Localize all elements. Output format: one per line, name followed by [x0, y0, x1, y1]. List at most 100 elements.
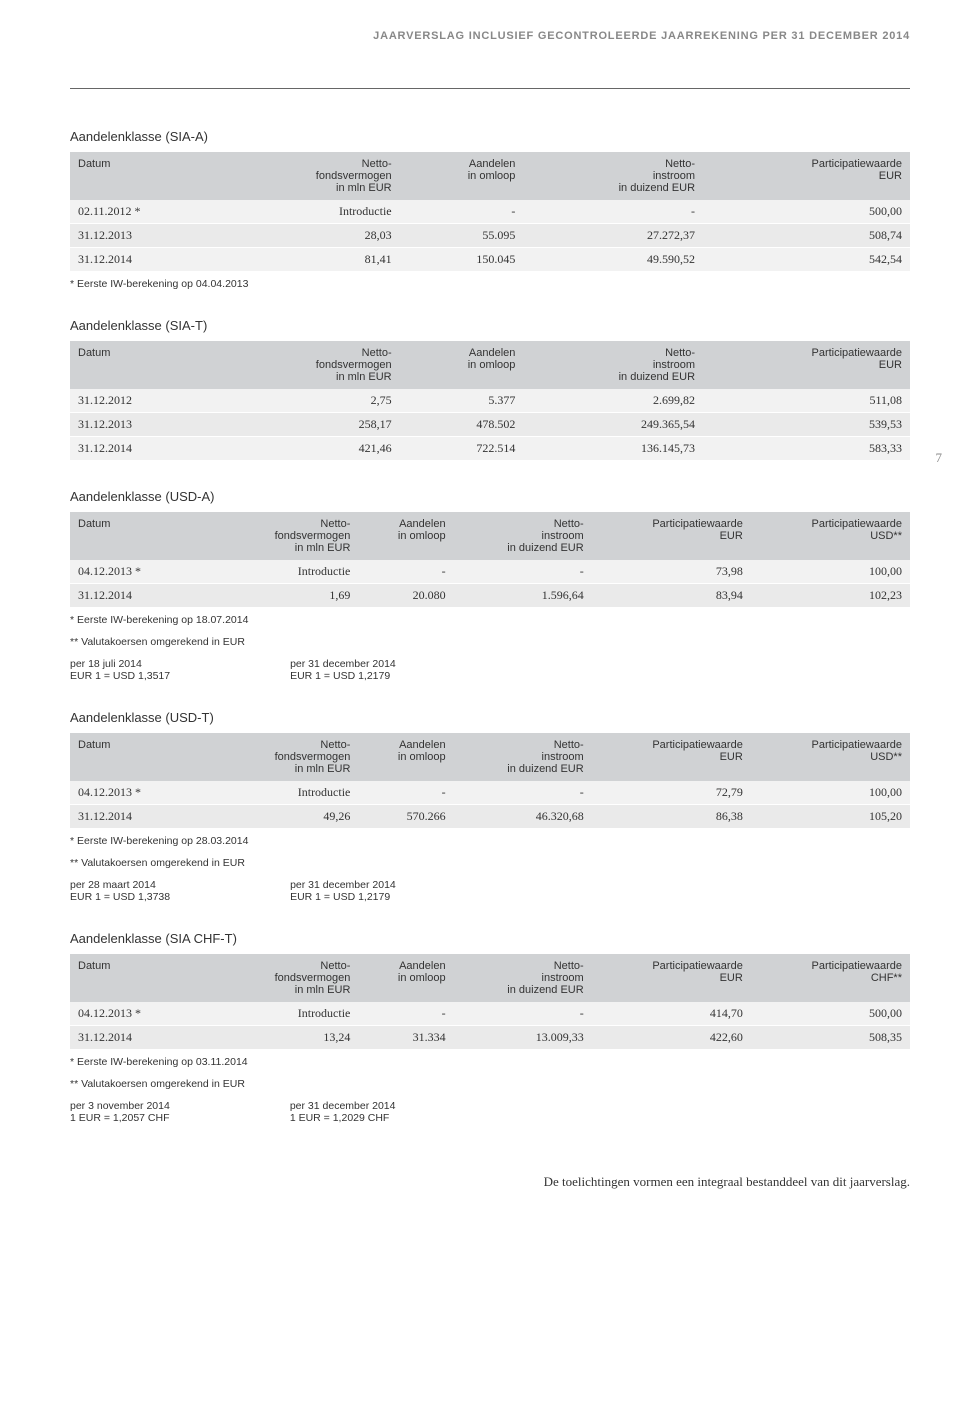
cell: Introductie	[221, 781, 358, 805]
section-title: Aandelenklasse (USD-T)	[70, 710, 910, 725]
rate-col: per 31 december 20141 EUR = 1,2029 CHF	[290, 1100, 396, 1124]
cell: 31.12.2013	[70, 413, 221, 437]
cell: 500,00	[751, 1002, 910, 1026]
cell: 49.590,52	[523, 248, 703, 272]
footnote: * Eerste IW-berekening op 04.04.2013	[70, 278, 910, 290]
footnote-valuta: ** Valutakoersen omgerekend in EUR	[70, 636, 910, 648]
cell: 31.12.2014	[70, 805, 221, 829]
col-pw-eur: ParticipatiewaardeEUR	[703, 152, 910, 200]
cell: 5.377	[400, 389, 524, 413]
cell: 31.12.2013	[70, 224, 221, 248]
table-row: 04.12.2013 *Introductie--414,70500,00	[70, 1002, 910, 1026]
table-row: 02.11.2012 *Introductie--500,00	[70, 200, 910, 224]
cell: 31.12.2014	[70, 1026, 221, 1050]
section-title: Aandelenklasse (SIA-A)	[70, 129, 910, 144]
col-nav: Netto-fondsvermogenin mln EUR	[221, 512, 358, 560]
cell: 2.699,82	[523, 389, 703, 413]
col-pw-eur: ParticipatiewaardeEUR	[592, 512, 751, 560]
section-title: Aandelenklasse (USD-A)	[70, 489, 910, 504]
cell: 04.12.2013 *	[70, 781, 221, 805]
col-nav: Netto-fondsvermogenin mln EUR	[221, 152, 399, 200]
cell: 414,70	[592, 1002, 751, 1026]
cell: 583,33	[703, 437, 910, 461]
col-inflow: Netto-instroomin duizend EUR	[523, 341, 703, 389]
cell: Introductie	[221, 560, 358, 584]
rate-line: 1 EUR = 1,2029 CHF	[290, 1112, 396, 1124]
rate-line: per 31 december 2014	[290, 1100, 396, 1112]
cell: -	[454, 560, 592, 584]
rate-line: EUR 1 = USD 1,2179	[290, 891, 396, 903]
col-pw-eur: ParticipatiewaardeEUR	[592, 733, 751, 781]
header-rule	[70, 88, 910, 89]
table-sia-a: Datum Netto-fondsvermogenin mln EUR Aand…	[70, 152, 910, 272]
col-shares: Aandelenin omloop	[358, 512, 453, 560]
cell: 722.514	[400, 437, 524, 461]
col-shares: Aandelenin omloop	[358, 733, 453, 781]
footnote: * Eerste IW-berekening op 18.07.2014	[70, 614, 910, 626]
rates-block: per 3 november 20141 EUR = 1,2057 CHF pe…	[70, 1100, 910, 1124]
cell: 13.009,33	[454, 1026, 592, 1050]
col-date: Datum	[70, 954, 221, 1002]
section-chf-t: Aandelenklasse (SIA CHF-T) Datum Netto-f…	[70, 931, 910, 1124]
table-row: 04.12.2013 *Introductie--73,98100,00	[70, 560, 910, 584]
cell: 49,26	[221, 805, 358, 829]
report-header: JAARVERSLAG INCLUSIEF GECONTROLEERDE JAA…	[70, 30, 910, 48]
section-title: Aandelenklasse (SIA-T)	[70, 318, 910, 333]
footnote-valuta: ** Valutakoersen omgerekend in EUR	[70, 857, 910, 869]
table-row: 31.12.201413,2431.33413.009,33422,60508,…	[70, 1026, 910, 1050]
cell: Introductie	[221, 1002, 358, 1026]
cell: 422,60	[592, 1026, 751, 1050]
col-pw-usd: ParticipatiewaardeUSD**	[751, 733, 910, 781]
rate-line: per 31 december 2014	[290, 658, 396, 670]
cell: 100,00	[751, 781, 910, 805]
cell: 1,69	[221, 584, 358, 608]
col-nav: Netto-fondsvermogenin mln EUR	[221, 954, 358, 1002]
section-usd-t: Aandelenklasse (USD-T) Datum Netto-fonds…	[70, 710, 910, 903]
cell: 02.11.2012 *	[70, 200, 221, 224]
cell: 150.045	[400, 248, 524, 272]
rate-line: EUR 1 = USD 1,3517	[70, 670, 170, 682]
cell: 258,17	[221, 413, 399, 437]
cell: 1.596,64	[454, 584, 592, 608]
cell: -	[454, 781, 592, 805]
col-date: Datum	[70, 341, 221, 389]
rates-block: per 18 juli 2014EUR 1 = USD 1,3517 per 3…	[70, 658, 910, 682]
table-sia-t: Datum Netto-fondsvermogenin mln EUR Aand…	[70, 341, 910, 461]
cell: 83,94	[592, 584, 751, 608]
cell: -	[358, 1002, 453, 1026]
footnote-valuta: ** Valutakoersen omgerekend in EUR	[70, 1078, 910, 1090]
cell: 28,03	[221, 224, 399, 248]
cell: 31.334	[358, 1026, 453, 1050]
table-row: 31.12.201328,0355.09527.272,37508,74	[70, 224, 910, 248]
col-nav: Netto-fondsvermogenin mln EUR	[221, 733, 358, 781]
col-date: Datum	[70, 152, 221, 200]
col-pw-eur: ParticipatiewaardeEUR	[703, 341, 910, 389]
table-chf-t: Datum Netto-fondsvermogenin mln EUR Aand…	[70, 954, 910, 1050]
page-number: 7	[936, 450, 943, 466]
table-row: 31.12.2013258,17478.502249.365,54539,53	[70, 413, 910, 437]
cell: -	[523, 200, 703, 224]
cell: 539,53	[703, 413, 910, 437]
cell: 04.12.2013 *	[70, 1002, 221, 1026]
col-shares: Aandelenin omloop	[400, 152, 524, 200]
cell: -	[358, 781, 453, 805]
cell: -	[454, 1002, 592, 1026]
cell: 100,00	[751, 560, 910, 584]
cell: 570.266	[358, 805, 453, 829]
cell: 46.320,68	[454, 805, 592, 829]
cell: 2,75	[221, 389, 399, 413]
col-inflow: Netto-instroomin duizend EUR	[523, 152, 703, 200]
cell: 86,38	[592, 805, 751, 829]
cell: 542,54	[703, 248, 910, 272]
table-row: 04.12.2013 *Introductie--72,79100,00	[70, 781, 910, 805]
cell: 421,46	[221, 437, 399, 461]
rate-line: EUR 1 = USD 1,2179	[290, 670, 396, 682]
col-pw-usd: ParticipatiewaardeUSD**	[751, 512, 910, 560]
cell: 27.272,37	[523, 224, 703, 248]
rate-line: per 3 november 2014	[70, 1100, 170, 1112]
cell: 508,35	[751, 1026, 910, 1050]
table-row: 31.12.201449,26570.26646.320,6886,38105,…	[70, 805, 910, 829]
cell: 81,41	[221, 248, 399, 272]
cell: 511,08	[703, 389, 910, 413]
cell: 31.12.2014	[70, 437, 221, 461]
